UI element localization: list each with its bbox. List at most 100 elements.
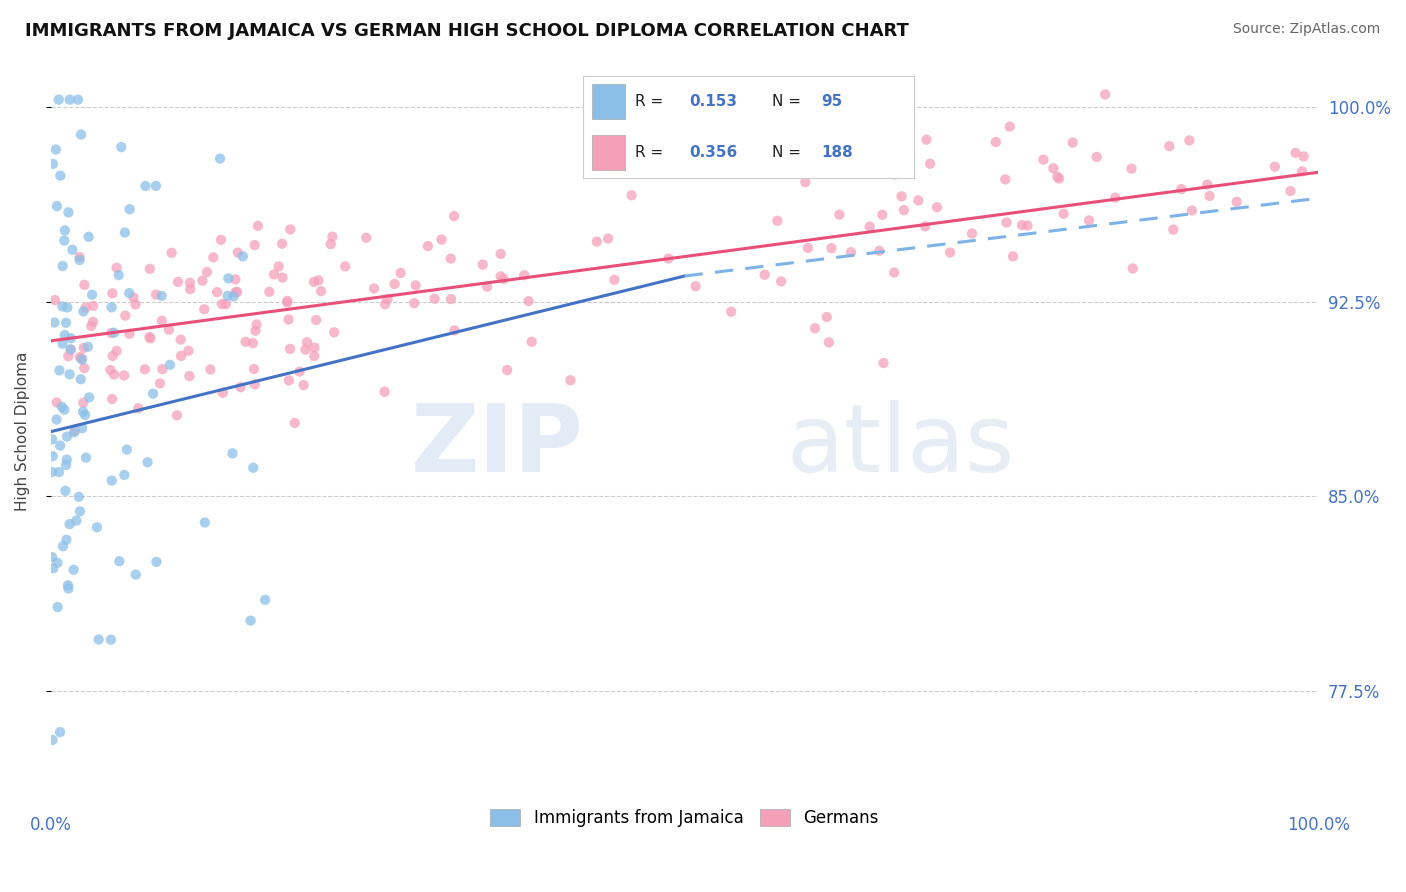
Point (354, 231, 377, 245)
Point (49, 169, 72, 183)
Point (440, 292, 463, 306)
Point (1226, 194, 1249, 209)
Point (893, 203, 915, 218)
Point (69, 350, 91, 364)
Point (82, 315, 104, 329)
Point (72, 304, 94, 318)
Point (63, 425, 86, 440)
Point (59, 93, 82, 107)
Point (145, 178, 167, 193)
Point (1062, 136, 1084, 150)
Point (77, 391, 100, 405)
Point (62, 563, 84, 577)
Point (305, 313, 328, 327)
Point (914, 219, 936, 234)
Point (59, 368, 82, 382)
Point (65, 514, 87, 528)
Point (1170, 182, 1192, 196)
Point (108, 554, 131, 568)
Point (1292, 149, 1315, 163)
Point (1284, 145, 1306, 160)
Point (82, 287, 104, 301)
Point (179, 276, 201, 290)
Point (288, 365, 311, 379)
Point (984, 135, 1007, 149)
Point (166, 409, 188, 423)
Point (267, 260, 290, 274)
Point (770, 274, 793, 288)
Point (374, 384, 396, 399)
Point (226, 245, 249, 260)
Point (67, 490, 90, 504)
Point (127, 401, 149, 416)
Point (828, 208, 851, 222)
Point (55, 458, 77, 472)
Point (42, 449, 65, 463)
Point (1104, 191, 1126, 205)
Point (42, 157, 65, 171)
Point (45, 412, 67, 426)
Point (363, 281, 385, 295)
Text: 0.153: 0.153 (689, 94, 737, 109)
Point (797, 241, 820, 255)
Point (80, 318, 103, 333)
Point (46, 600, 69, 615)
Point (124, 297, 146, 311)
Point (100, 474, 122, 488)
Point (139, 261, 162, 276)
Point (55, 316, 77, 330)
Point (271, 236, 294, 251)
Point (496, 363, 519, 377)
Text: N =: N = (772, 145, 806, 161)
Point (69, 253, 91, 268)
Point (1046, 169, 1069, 184)
Point (560, 373, 582, 387)
Point (56, 429, 79, 443)
Point (389, 266, 412, 280)
Point (118, 202, 141, 217)
Point (179, 369, 201, 384)
Point (1011, 218, 1033, 232)
Point (134, 179, 156, 194)
Point (994, 172, 1017, 186)
Point (295, 335, 318, 350)
Point (1017, 219, 1039, 233)
Point (139, 331, 162, 345)
Point (145, 555, 167, 569)
Point (404, 296, 426, 310)
Point (101, 392, 124, 406)
Point (585, 235, 607, 249)
Point (149, 376, 172, 391)
Text: 0.0%: 0.0% (30, 815, 72, 833)
Point (118, 286, 141, 301)
Point (278, 342, 301, 356)
Point (920, 156, 942, 170)
Point (907, 194, 929, 208)
Point (1085, 150, 1108, 164)
Point (191, 274, 214, 288)
Point (271, 270, 294, 285)
Point (69, 250, 91, 264)
Point (225, 285, 247, 300)
Text: 188: 188 (821, 145, 853, 161)
Point (44, 293, 66, 307)
Point (1161, 222, 1184, 236)
Point (804, 321, 827, 335)
Point (59, 343, 82, 357)
Point (194, 516, 217, 530)
Point (160, 245, 183, 260)
Point (112, 467, 135, 482)
Point (794, 175, 817, 189)
Point (304, 341, 326, 355)
Point (58, 205, 80, 219)
Point (242, 460, 264, 475)
Point (42, 561, 65, 575)
Point (73, 361, 96, 376)
Point (443, 323, 465, 337)
Point (307, 273, 329, 287)
Point (150, 289, 173, 303)
Point (489, 269, 512, 284)
Point (276, 293, 298, 308)
Point (103, 326, 125, 340)
Point (53, 223, 76, 237)
